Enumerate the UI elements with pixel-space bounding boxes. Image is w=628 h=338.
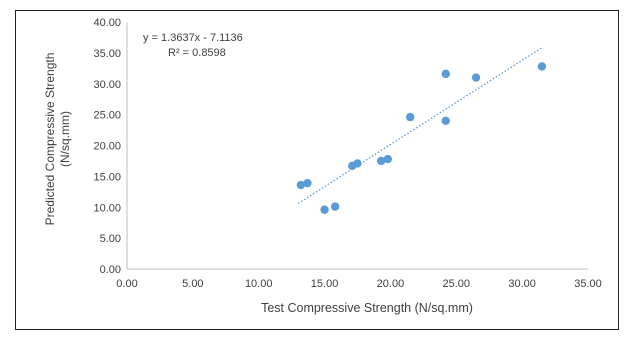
r-squared-label: R² = 0.8598	[168, 47, 226, 59]
y-axis-title-line-1: Predicted Compressive Strength	[43, 53, 57, 226]
x-tick-label: 5.00	[182, 278, 203, 290]
data-point	[353, 159, 362, 168]
y-tick-label: 40.00	[93, 17, 121, 29]
y-tick-label: 35.00	[93, 48, 121, 60]
axes	[126, 22, 588, 270]
x-tick-label: 15.00	[311, 278, 339, 290]
y-tick-label: 20.00	[93, 141, 121, 153]
data-point	[330, 202, 340, 211]
x-tick-labels: 0.00 5.00 10.00 15.00 20.00 25.00 30.00 35.00	[116, 278, 601, 290]
y-tick-label: 0.00	[100, 264, 121, 276]
y-tick-label: 15.00	[93, 171, 121, 183]
data-point	[303, 178, 312, 188]
data-points	[296, 62, 547, 214]
x-tick-label: 10.00	[245, 278, 273, 290]
y-tick-label: 30.00	[93, 79, 121, 91]
data-point	[441, 116, 450, 126]
scatter-chart: 0.00 5.00 10.00 15.00 20.00 25.00 30.00 35.00 0…	[43, 17, 602, 315]
trendline-equation: y = 1.3637x - 7.1136	[143, 32, 243, 44]
x-tick-label: 0.00	[116, 278, 137, 290]
data-point	[383, 154, 392, 164]
x-tick-label: 20.00	[377, 278, 405, 290]
trendline	[297, 47, 543, 205]
x-tick-label: 30.00	[508, 278, 536, 290]
y-tick-label: 25.00	[93, 110, 121, 122]
x-tick-label: 35.00	[574, 278, 602, 290]
data-point	[377, 156, 386, 166]
data-point	[441, 69, 450, 79]
y-tick-label: 5.00	[100, 233, 121, 245]
data-point	[537, 62, 547, 71]
data-point	[320, 205, 329, 214]
x-tick-label: 25.00	[443, 278, 471, 290]
y-axis-title: Predicted Compressive Strength (N/sq.mm)	[43, 53, 72, 226]
data-point	[296, 180, 306, 190]
data-point	[405, 112, 415, 122]
x-axis-title: Test Compressive Strength (N/sq.mm)	[261, 301, 473, 315]
y-tick-label: 10.00	[93, 202, 121, 214]
data-point	[471, 73, 481, 82]
chart-frame: 0.00 5.00 10.00 15.00 20.00 25.00 30.00 35.00 0…	[15, 10, 619, 330]
y-axis-title-line-2: (N/sq.mm)	[58, 111, 72, 167]
y-tick-labels: 0.00 5.00 10.00 15.00 20.00 25.00 30.00 35.00 40…	[93, 17, 121, 276]
